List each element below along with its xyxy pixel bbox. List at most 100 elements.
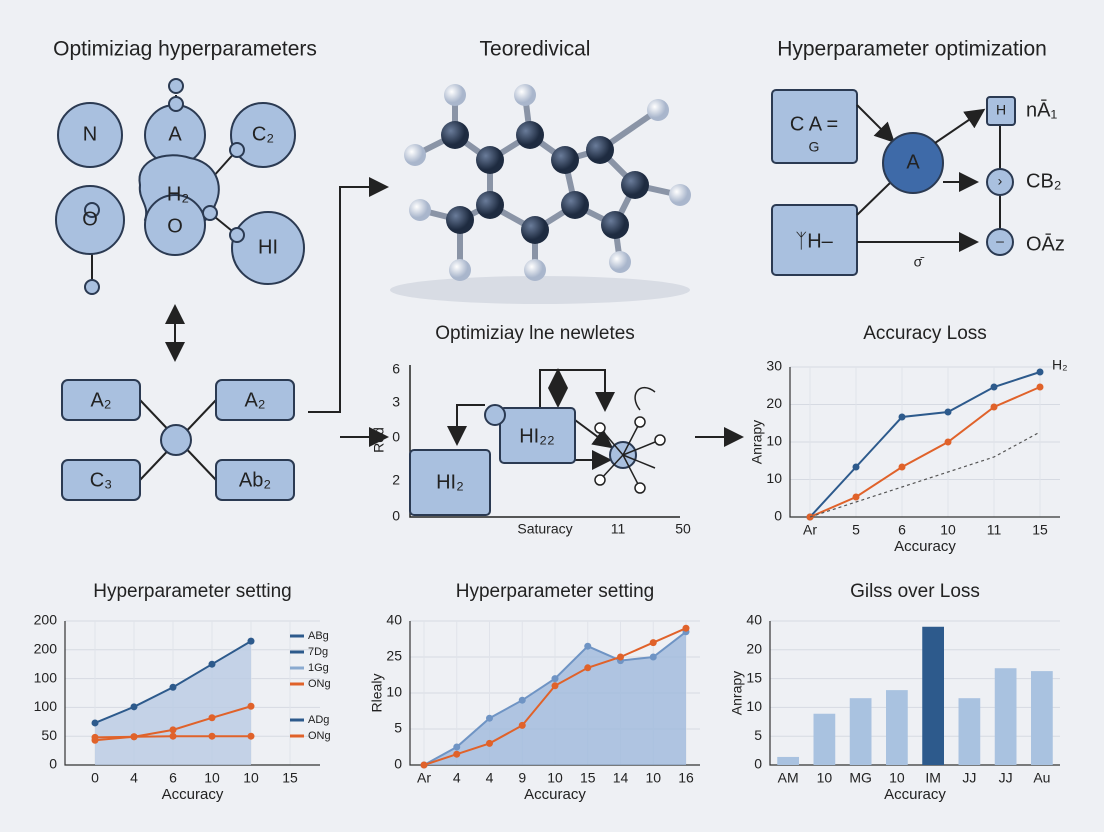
point <box>617 653 624 661</box>
bar <box>886 690 908 765</box>
x-tick-label: JJ <box>962 770 976 786</box>
node-label: H₂ <box>167 183 189 205</box>
x-tick-label: 10 <box>817 770 833 786</box>
x-tick-label: Ar <box>803 522 817 538</box>
edge <box>856 182 891 216</box>
box <box>61 379 141 421</box>
box-label: A₂ <box>90 389 111 411</box>
panel-title: Hyperparameter optimization <box>777 38 1047 61</box>
output-label: H <box>996 102 1006 118</box>
y-tick-label: 5 <box>754 727 762 743</box>
y-tick-label: 0 <box>49 756 57 772</box>
line <box>809 431 1041 518</box>
box-label: C₃ <box>90 469 113 491</box>
legend-label: ONg <box>308 678 331 690</box>
point <box>91 733 99 741</box>
point <box>990 383 998 391</box>
y-label: 6 <box>392 361 400 377</box>
area <box>424 631 686 765</box>
y-label: 0 <box>392 429 400 445</box>
y-tick-label: 25 <box>386 648 402 664</box>
input-sub: G <box>809 139 820 155</box>
node-dot <box>168 96 184 112</box>
input-box <box>771 89 858 164</box>
x-tick-label: 4 <box>453 770 461 786</box>
x-label: 50 <box>675 521 691 537</box>
point <box>453 743 461 751</box>
x-tick-label: 11 <box>987 522 1002 538</box>
node-label: HI <box>258 236 278 258</box>
point <box>584 664 592 672</box>
output-label: › <box>998 173 1003 189</box>
bar <box>849 698 872 765</box>
x-tick-label: 14 <box>613 770 629 786</box>
node-dot <box>84 202 100 218</box>
box-label: Ab₂ <box>239 469 271 491</box>
point <box>518 721 526 729</box>
y-tick-label: 10 <box>386 684 402 700</box>
x-tick-label: 5 <box>852 522 860 538</box>
node <box>57 102 123 168</box>
legend-label: ADg <box>308 714 329 726</box>
y-axis-label: Anrapy <box>729 671 745 715</box>
box-label: A₂ <box>244 389 265 411</box>
x-tick-label: 10 <box>940 522 956 538</box>
chart-title: Accuracy Loss <box>863 323 987 344</box>
y-label: 3 <box>392 394 400 410</box>
input-label: C A = <box>790 113 838 135</box>
point <box>420 761 428 769</box>
x-tick-label: 6 <box>898 522 906 538</box>
x-tick-label: 10 <box>889 770 905 786</box>
bar <box>958 698 981 765</box>
line <box>809 386 1041 518</box>
x-tick-label: 9 <box>518 770 526 786</box>
panel-title: Optimiziay lne newletes <box>435 323 635 344</box>
x-tick-label: JJ <box>999 770 1013 786</box>
point <box>247 637 255 645</box>
line <box>809 371 1041 518</box>
point <box>551 682 559 690</box>
x-label: 11 <box>611 521 626 537</box>
node-dot <box>202 205 218 221</box>
node <box>144 194 206 256</box>
hub-label: A <box>906 151 920 173</box>
y-tick-label: 0 <box>394 756 402 772</box>
chart-title: Hyperparameter setting <box>456 581 655 602</box>
point <box>130 733 138 741</box>
x-tick-label: 10 <box>204 770 220 786</box>
x-tick-label: MG <box>849 770 872 786</box>
node-dot <box>229 142 245 158</box>
x-tick-label: Au <box>1033 770 1050 786</box>
point <box>944 438 952 446</box>
x-tick-label: 15 <box>580 770 596 786</box>
legend-label: ABg <box>308 630 329 642</box>
point <box>649 639 657 647</box>
box <box>499 407 576 464</box>
bar <box>922 626 944 765</box>
hub <box>160 424 192 456</box>
legend-label: ONg <box>308 730 331 742</box>
node-dot <box>84 279 100 295</box>
chart-title: Gilss over Loss <box>850 581 980 602</box>
arrow <box>934 108 986 144</box>
box <box>215 459 295 501</box>
optimization-panel: Hyperparameter optimization C A = G ᛉH– … <box>771 38 1065 276</box>
y-tick-label: 15 <box>746 669 762 685</box>
box <box>409 449 491 516</box>
box <box>61 459 141 501</box>
y-tick-label: 10 <box>746 698 762 714</box>
point <box>1036 368 1044 376</box>
arrow <box>574 440 612 470</box>
node-label: N <box>83 123 97 145</box>
y-label: 0 <box>392 508 400 524</box>
x-tick-label: 10 <box>243 770 259 786</box>
output-name: OĀz <box>1026 232 1065 255</box>
box-label: HI₂ <box>436 471 464 493</box>
point <box>852 493 860 501</box>
atoms <box>404 84 691 281</box>
x-tick-label: 15 <box>1032 522 1048 538</box>
y-tick-label: 20 <box>766 395 782 411</box>
node <box>230 102 296 168</box>
bar <box>813 713 836 765</box>
output-box <box>986 96 1016 126</box>
